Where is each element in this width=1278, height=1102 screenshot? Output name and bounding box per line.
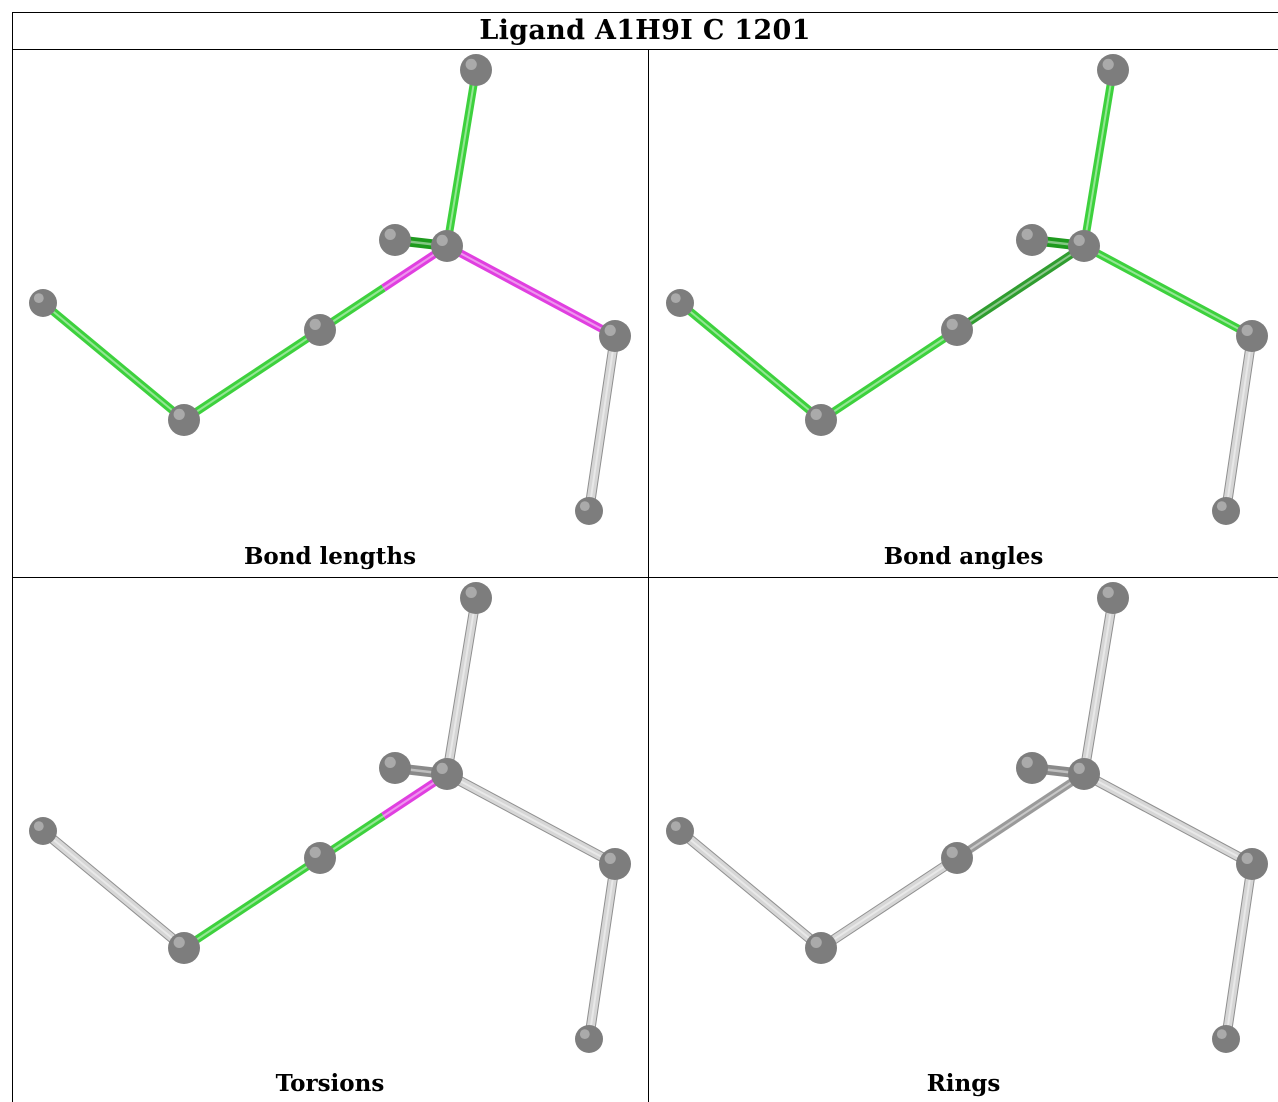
atom-lower-left [168, 932, 200, 964]
atom-middle [941, 314, 973, 346]
atom-right [1236, 320, 1268, 352]
atom-lower-left [805, 404, 837, 436]
bond-b-c [818, 854, 960, 952]
bond-d-f [1080, 597, 1117, 775]
page-title: Ligand A1H9I C 1201 [479, 15, 811, 46]
column-divider [648, 50, 649, 1102]
bond-g-h [1222, 863, 1256, 1040]
row-divider [12, 577, 1278, 578]
molecule-view-bond-angles [666, 54, 1268, 525]
panel-caption: Torsions [275, 1070, 385, 1097]
atom-top [460, 582, 492, 614]
bond-g-h [585, 863, 619, 1040]
bond-b-c [181, 326, 323, 424]
bond-b-c [181, 854, 323, 952]
bond-d-f-highlight [1083, 597, 1114, 775]
bond-a-b-highlight [679, 302, 822, 421]
atom-top [460, 54, 492, 86]
bond-d-g [445, 770, 617, 868]
bond-d-g-highlight [1083, 245, 1253, 337]
atom-bottom-right [575, 497, 603, 525]
atom-top [1097, 582, 1129, 614]
atom-back [1016, 752, 1048, 784]
bond-a-b [40, 299, 187, 424]
atom-middle [304, 314, 336, 346]
atom-right [599, 320, 631, 352]
atom-back [379, 224, 411, 256]
bond-a-b [40, 827, 187, 952]
bond-d-g [1082, 242, 1254, 340]
atom-center [1068, 758, 1100, 790]
bond-c-d-highlight [956, 245, 1085, 331]
bond-d-f [443, 597, 480, 775]
atom-terminal-left [29, 817, 57, 845]
atom-bottom-right [1212, 1025, 1240, 1053]
bond-c-d [954, 770, 1087, 862]
bond-g-h-highlight [588, 863, 616, 1040]
atom-middle [941, 842, 973, 874]
atom-bottom-right [1212, 497, 1240, 525]
bond-a-b [677, 827, 824, 952]
bond-d-f [443, 69, 480, 247]
title-row: Ligand A1H9I C 1201 [12, 12, 1278, 50]
bond-d-f-highlight [446, 597, 477, 775]
bond-g-h [1222, 335, 1256, 512]
bond-d-g [1082, 770, 1254, 868]
panel-caption: Rings [926, 1070, 1001, 1097]
molecule-view-torsions [29, 582, 631, 1053]
atom-right [599, 848, 631, 880]
bond-b-c-highlight [183, 329, 321, 421]
atom-bottom-right [575, 1025, 603, 1053]
bond-b-c-highlight [820, 857, 958, 949]
bond-a-b [677, 299, 824, 424]
bond-a-b-highlight [42, 302, 185, 421]
bond-b-c [818, 326, 960, 424]
panel-caption: Bond lengths [243, 543, 417, 570]
panel-bond-angles: Bond angles [649, 50, 1278, 577]
atom-lower-left [168, 404, 200, 436]
bond-d-f-highlight [1083, 69, 1114, 247]
bond-c-d-highlight [956, 773, 1085, 859]
bond-a-b-highlight [679, 830, 822, 949]
bond-g-h [585, 335, 619, 512]
atom-middle [304, 842, 336, 874]
bond-d-g-highlight [446, 773, 616, 865]
bond-a-b-highlight [42, 830, 185, 949]
panel-caption: Bond angles [883, 543, 1044, 570]
bond-g-h-highlight [1225, 863, 1253, 1040]
atom-right [1236, 848, 1268, 880]
atom-back [379, 752, 411, 784]
molecule-view-bond-lengths [29, 54, 631, 525]
panel-torsions: Torsions [12, 578, 648, 1102]
atom-center [431, 230, 463, 262]
molecule-view-rings [666, 582, 1268, 1053]
panel-rings: Rings [649, 578, 1278, 1102]
bond-d-g [445, 242, 617, 340]
table-frame [12, 12, 1278, 1102]
panel-bond-lengths: Bond lengths [12, 50, 648, 577]
bond-g-h-highlight [1225, 335, 1253, 512]
bond-d-f-highlight [446, 69, 477, 247]
bond-d-f [1080, 69, 1117, 247]
bond-c-d [954, 242, 1087, 334]
atom-center [431, 758, 463, 790]
bond-b-c-highlight [183, 857, 321, 949]
bond-d-g-highlight [446, 245, 616, 337]
atom-center [1068, 230, 1100, 262]
atom-terminal-left [666, 289, 694, 317]
bond-b-c-highlight [820, 329, 958, 421]
atom-terminal-left [666, 817, 694, 845]
atom-lower-left [805, 932, 837, 964]
bond-g-h-highlight [588, 335, 616, 512]
atom-back [1016, 224, 1048, 256]
atom-top [1097, 54, 1129, 86]
bond-d-g-highlight [1083, 773, 1253, 865]
atom-terminal-left [29, 289, 57, 317]
